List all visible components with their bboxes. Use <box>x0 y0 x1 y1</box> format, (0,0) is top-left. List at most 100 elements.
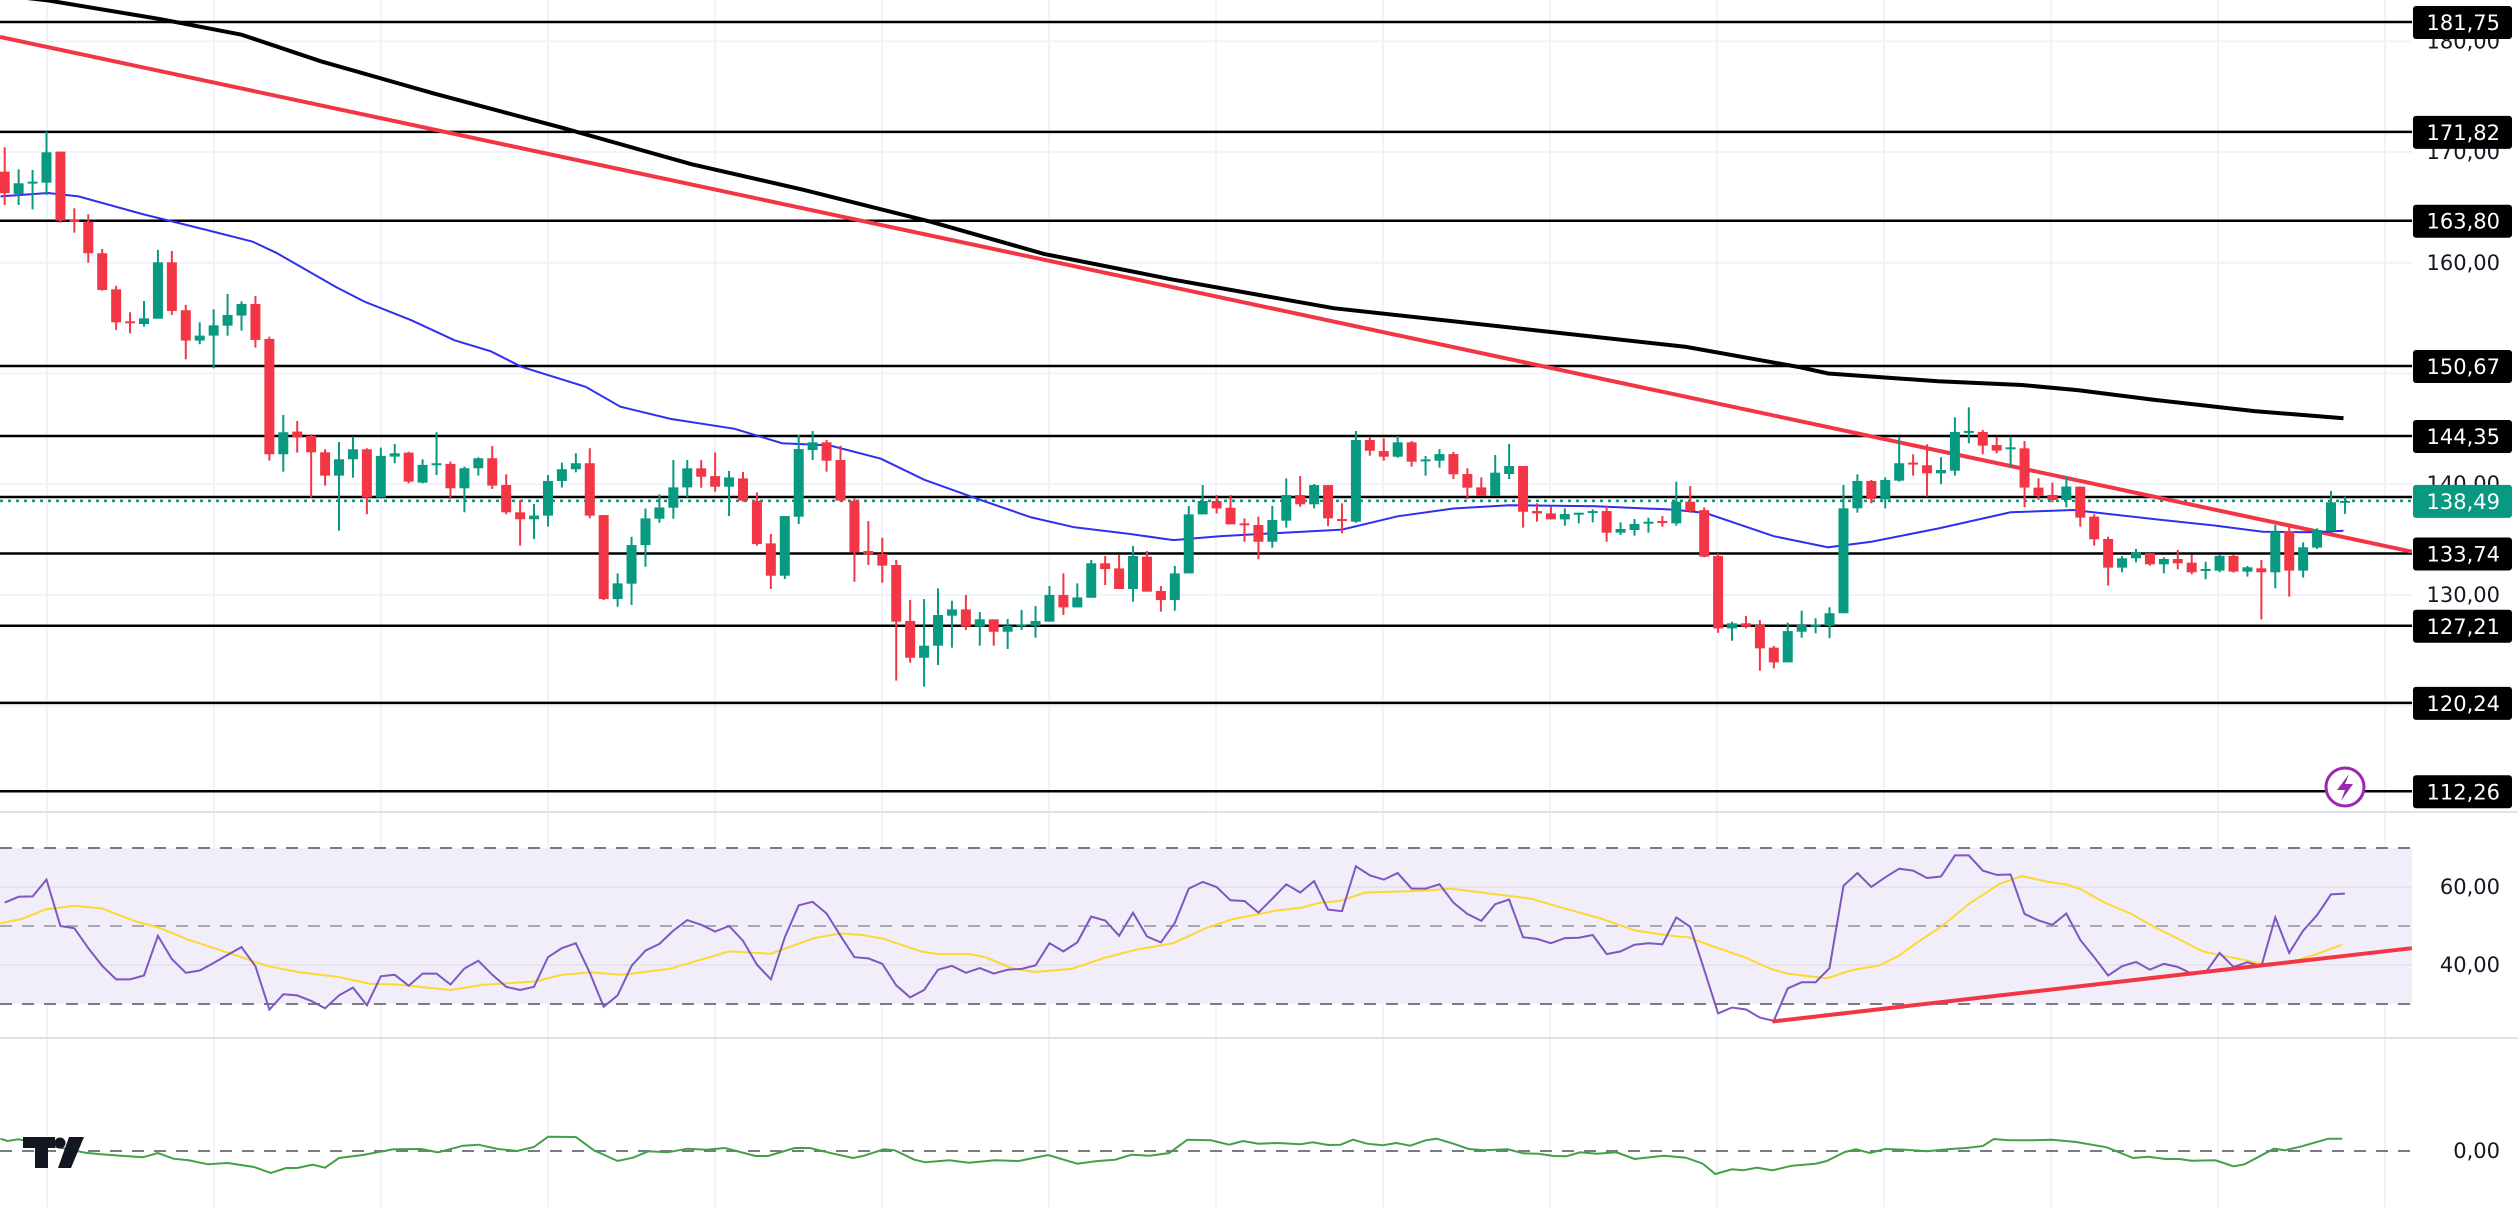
candle-body <box>1768 647 1779 663</box>
candle-down <box>835 445 846 502</box>
candle-down <box>2033 478 2044 501</box>
candle-up <box>2242 565 2253 577</box>
candle-body <box>542 480 553 516</box>
candle-down <box>2172 549 2183 570</box>
candle-up <box>13 169 24 205</box>
candle-body <box>55 151 66 221</box>
level-price-label-box <box>2413 350 2512 384</box>
alert-button[interactable] <box>2324 766 2366 808</box>
candle-up <box>724 470 735 517</box>
tradingview-logo[interactable] <box>23 1137 84 1168</box>
level-price-label-box <box>2413 609 2512 643</box>
candle-up <box>27 170 38 210</box>
candle-down <box>97 248 108 291</box>
candle-body <box>1573 512 1584 515</box>
candle-body <box>933 615 944 646</box>
horizontal-levels[interactable] <box>0 20 2412 793</box>
candle-body <box>1044 594 1055 622</box>
candle-up <box>1309 484 1320 509</box>
candle-up <box>236 301 247 331</box>
candle-up <box>2339 496 2350 514</box>
candle-down <box>1239 518 1250 542</box>
candle-up <box>1392 436 1403 458</box>
level-price-label[interactable]: 120,24 <box>2413 686 2512 720</box>
candle-body <box>375 455 386 498</box>
candle-body <box>306 435 317 453</box>
candle-up <box>1016 610 1027 631</box>
candle-body <box>501 484 512 513</box>
candle-up <box>974 612 985 646</box>
candle-down <box>988 619 999 646</box>
candle-down <box>1253 516 1264 560</box>
candle-down <box>180 304 191 360</box>
rsi-trendline[interactable] <box>1772 946 2413 1024</box>
candle-body <box>13 183 24 194</box>
candle-down <box>1448 451 1459 480</box>
candle-body <box>292 431 303 438</box>
candle-body <box>1183 514 1194 574</box>
level-price-label[interactable]: 163,80 <box>2413 204 2512 238</box>
candle-down <box>1685 486 1696 513</box>
candle-down <box>1100 556 1111 586</box>
candle-body <box>1406 442 1417 462</box>
slow-moving-average-line <box>26 0 2344 421</box>
candle-body <box>640 518 651 546</box>
candle-down <box>292 420 303 453</box>
candle-body <box>1225 507 1236 525</box>
level-price-label[interactable]: 112,26 <box>2413 775 2512 809</box>
candle-down <box>1991 436 2002 454</box>
candle-down <box>125 312 136 334</box>
candle-down <box>2186 554 2197 575</box>
candle-body <box>515 512 526 520</box>
candle-body <box>1824 613 1835 626</box>
candle-up <box>1894 437 1905 482</box>
logo-dot <box>54 1137 66 1149</box>
candle-down <box>1922 444 1933 497</box>
candle-body <box>1935 470 1946 474</box>
level-price-label[interactable]: 144,35 <box>2413 420 2512 454</box>
level-price-label[interactable]: 133,74 <box>2413 537 2512 571</box>
level-price-label-box <box>2413 420 2512 454</box>
level-price-label[interactable]: 171,82 <box>2413 115 2512 149</box>
candle-body <box>751 500 762 545</box>
candle-down <box>1754 620 1765 671</box>
candle-down <box>1141 551 1152 592</box>
candle-body <box>1364 440 1375 451</box>
candle-body <box>431 463 442 466</box>
candle-body <box>696 468 707 477</box>
candle-body <box>1434 454 1445 461</box>
candle-body <box>724 477 735 487</box>
candle-body <box>1072 597 1083 608</box>
last-price-label[interactable]: 138,49 <box>2413 484 2512 518</box>
candle-body <box>1908 462 1919 465</box>
candle-up <box>2214 554 2225 573</box>
candle-down <box>111 285 122 330</box>
candle-up <box>1935 457 1946 485</box>
level-price-label[interactable]: 150,67 <box>2413 350 2512 384</box>
candle-body <box>41 152 52 183</box>
candle-down <box>2228 554 2239 573</box>
candle-body <box>1671 501 1682 524</box>
candle-body <box>2172 559 2183 564</box>
level-price-label[interactable]: 127,21 <box>2413 609 2512 643</box>
level-price-label-text: 120,24 <box>2427 692 2500 716</box>
price-axis[interactable]: 180,00170,00160,00140,00130,0060,0040,00… <box>2413 6 2512 1163</box>
candle-down <box>2089 514 2100 546</box>
candle-body <box>459 468 470 489</box>
candle-body <box>598 515 609 600</box>
candle-up <box>473 457 484 476</box>
candle-body <box>2200 568 2211 571</box>
level-price-label[interactable]: 181,75 <box>2413 6 2512 39</box>
candle-down <box>361 448 372 515</box>
candle-body <box>877 554 888 566</box>
candle-body <box>1782 631 1793 663</box>
candle-body <box>1448 454 1459 475</box>
candle-body <box>2326 502 2337 531</box>
candle-body <box>2130 552 2141 559</box>
candle-body <box>27 181 38 184</box>
candle-body <box>556 469 567 481</box>
candle-up <box>278 414 289 472</box>
candle-body <box>1239 523 1250 526</box>
candle-down <box>264 336 275 461</box>
